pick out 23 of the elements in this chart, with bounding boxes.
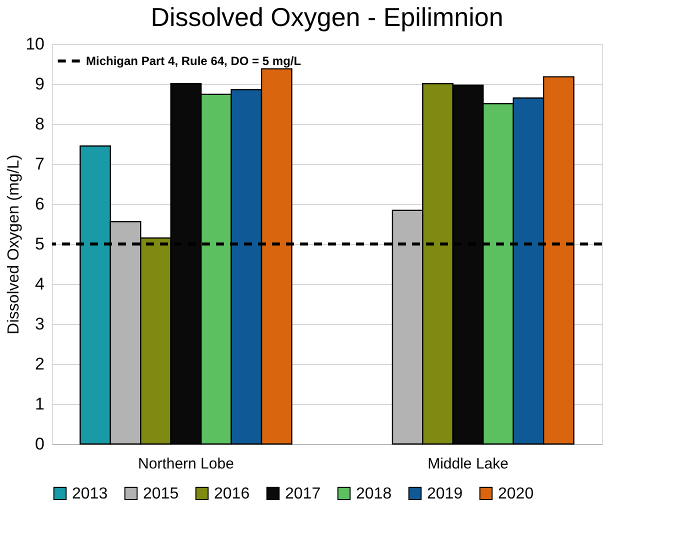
legend-label: 2019 [427,485,463,502]
chart-title: Dissolved Oxygen - Epilimnion [150,2,504,32]
y-tick-label: 4 [35,274,44,294]
y-axis-title: Dissolved Oxygen (mg/L) [6,154,23,334]
y-tick-label: 10 [26,34,44,54]
legend-label: Michigan Part 4, Rule 64, DO = 5 mg/L [86,54,302,68]
y-tick-label: 9 [35,74,44,94]
y-tick-label: 3 [35,314,44,334]
legend-label: 2017 [285,485,321,502]
x-tick-label: Middle Lake [428,456,508,472]
y-tick-label: 6 [35,194,44,214]
legend-label: 2013 [72,485,108,502]
legend-label: 2020 [498,485,534,502]
x-tick-label: Northern Lobe [138,456,234,472]
legend-label: 2015 [143,485,179,502]
y-tick-label: 1 [35,394,44,414]
y-tick-label: 2 [35,354,44,374]
y-tick-label: 5 [35,234,44,254]
legend-label: 2018 [356,485,392,502]
y-tick-label: 8 [35,114,44,134]
legend-label: 2016 [214,485,250,502]
y-tick-label: 7 [35,154,44,174]
y-tick-label: 0 [35,434,44,454]
